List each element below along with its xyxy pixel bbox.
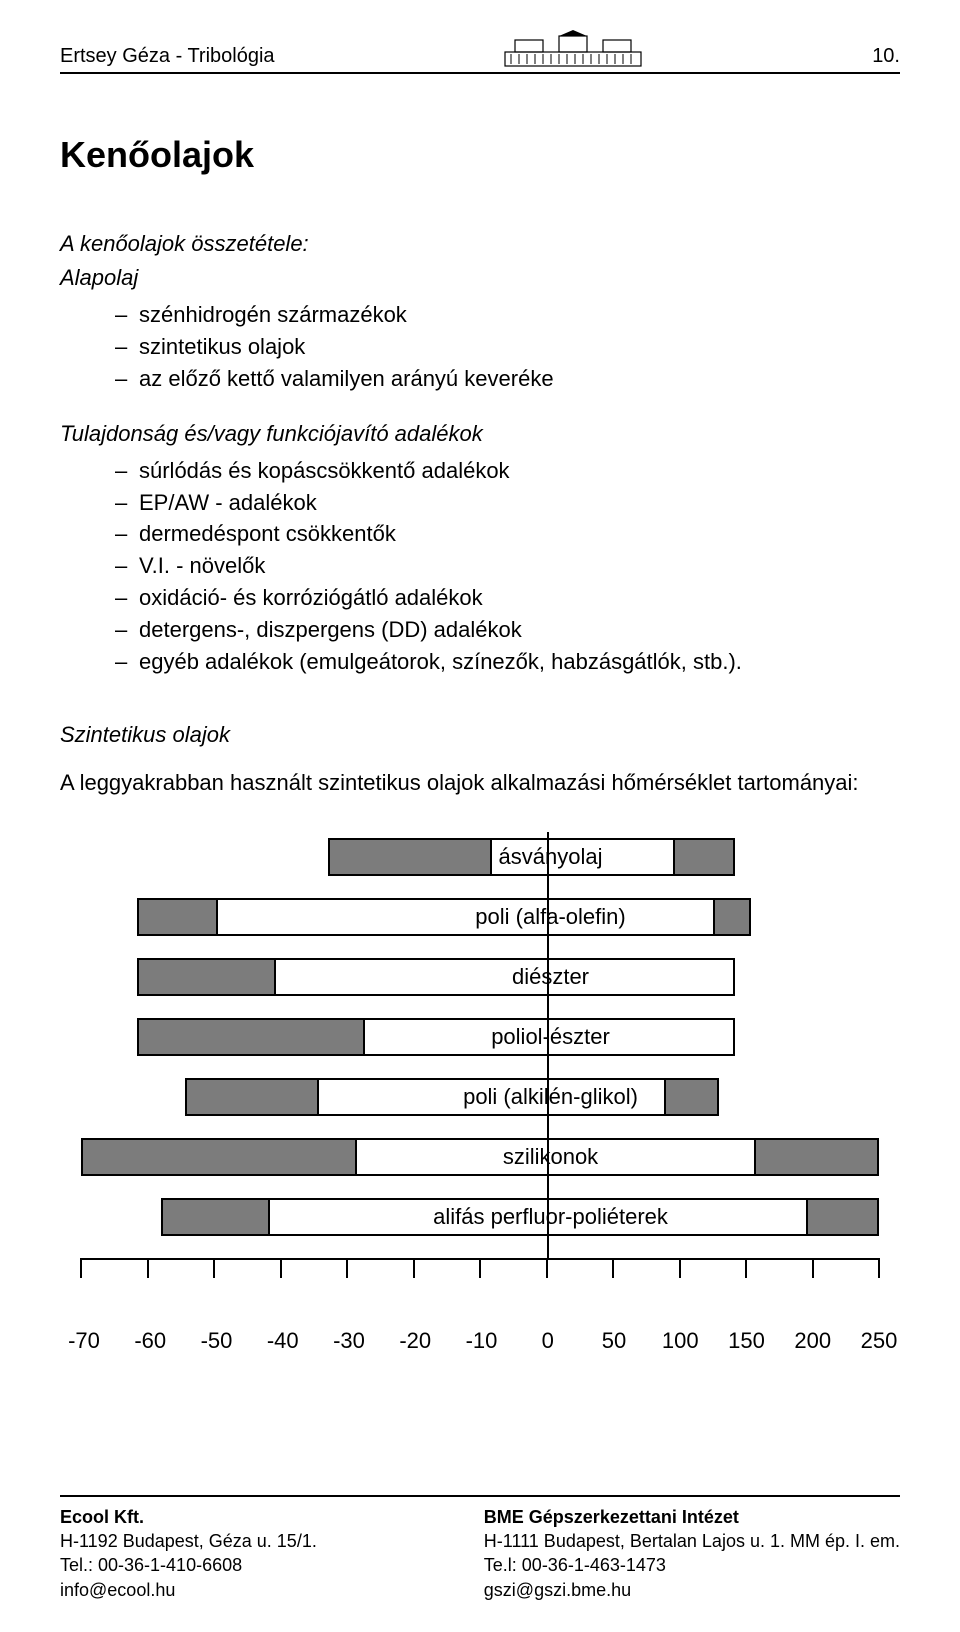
footer-right: BME Gépszerkezettani Intézet H-1111 Buda… xyxy=(484,1505,900,1602)
footer-right-addr: H-1111 Budapest, Bertalan Lajos u. 1. MM… xyxy=(484,1531,900,1551)
chart-axis-label: -50 xyxy=(192,1328,242,1354)
header-author: Ertsey Géza - Tribológia xyxy=(60,45,275,68)
footer-left-addr: H-1192 Budapest, Géza u. 15/1. xyxy=(60,1531,317,1551)
chart-axis-tick xyxy=(213,1258,215,1278)
chart-zero-line xyxy=(547,832,549,1258)
footer-right-name: BME Gépszerkezettani Intézet xyxy=(484,1507,739,1527)
chart-bar-label: szilikonok xyxy=(503,1144,598,1170)
szintetikus-heading: Szintetikus olajok xyxy=(60,722,900,748)
chart-bar-segment-gray-right xyxy=(754,1140,877,1174)
chart-axis-tick xyxy=(546,1258,548,1278)
chart-axis-tick xyxy=(745,1258,747,1278)
chart-bar-segment-gray-left xyxy=(139,960,276,994)
chart-bar-segment-gray-right xyxy=(664,1080,717,1114)
chart-bar-segment-gray-left xyxy=(139,1020,365,1054)
list-item: súrlódás és kopáscsökkentő adalékok xyxy=(115,455,900,487)
chart-axis-tick xyxy=(80,1258,82,1278)
list-item: egyéb adalékok (emulgeátorok, színezők, … xyxy=(115,646,900,678)
chart-bar-segment-white xyxy=(218,900,712,934)
chart-bar-row: poli (alfa-olefin) xyxy=(81,898,879,936)
list-item: EP/AW - adalékok xyxy=(115,487,900,519)
szintetikus-paragraph: A leggyakrabban használt szintetikus ola… xyxy=(60,768,900,798)
footer-right-tel: Te.l: 00-36-1-463-1473 xyxy=(484,1555,666,1575)
chart-bar-segment-gray-left xyxy=(83,1140,357,1174)
chart-axis-label: -20 xyxy=(390,1328,440,1354)
list-item: szintetikus olajok xyxy=(115,331,900,363)
list-item: detergens-, diszpergens (DD) adalékok xyxy=(115,614,900,646)
footer-left-mail: info@ecool.hu xyxy=(60,1580,175,1600)
footer-left: Ecool Kft. H-1192 Budapest, Géza u. 15/1… xyxy=(60,1505,317,1602)
oil-temperature-chart: ásványolaj poli (alfa-olefin) diészter poli… xyxy=(81,838,879,1354)
chart-axis-labels: -70 -60 -50 -40 -30 -20 -10 0 50 100 150 200 250 xyxy=(59,1328,904,1354)
chart-axis-label: -10 xyxy=(457,1328,507,1354)
chart-bar xyxy=(185,1078,720,1116)
chart-axis-tick xyxy=(812,1258,814,1278)
chart-axis-tick xyxy=(413,1258,415,1278)
chart-bar-segment-gray-right xyxy=(673,840,733,874)
chart-bar-label: ásványolaj xyxy=(499,844,603,870)
chart-bar-label: poli (alkilén-glikol) xyxy=(463,1084,638,1110)
chart-bar xyxy=(137,958,736,996)
chart-bar-row: ásványolaj xyxy=(81,838,879,876)
chart-axis xyxy=(81,1258,879,1298)
chart-axis-label: -70 xyxy=(59,1328,109,1354)
chart-bar-row: szilikonok xyxy=(81,1138,879,1176)
chart-axis-label: 50 xyxy=(589,1328,639,1354)
header-logo-icon xyxy=(503,30,643,68)
chart-bar-segment-gray-left xyxy=(330,840,491,874)
list-item: szénhidrogén származékok xyxy=(115,299,900,331)
list-item: az előző kettő valamilyen arányú keverék… xyxy=(115,363,900,395)
chart-axis-label: 100 xyxy=(655,1328,705,1354)
alapolaj-label: Alapolaj xyxy=(60,265,900,291)
chart-bar-row: poli (alkilén-glikol) xyxy=(81,1078,879,1116)
chart-axis-tick xyxy=(479,1258,481,1278)
chart-axis-label: 200 xyxy=(788,1328,838,1354)
alapolaj-list: szénhidrogén származékok szintetikus ola… xyxy=(115,299,900,395)
chart-bar-label: poli (alfa-olefin) xyxy=(475,904,625,930)
list-item: dermedéspont csökkentők xyxy=(115,518,900,550)
header-page-number: 10. xyxy=(872,45,900,68)
chart-axis-label: -60 xyxy=(125,1328,175,1354)
chart-bar-label: diészter xyxy=(512,964,589,990)
composition-label: A kenőolajok összetétele: xyxy=(60,231,900,257)
chart-bar-row: diészter xyxy=(81,958,879,996)
chart-axis-tick xyxy=(612,1258,614,1278)
chart-bar-segment-gray-left xyxy=(163,1200,270,1234)
chart-axis-label: -40 xyxy=(258,1328,308,1354)
chart-bar-segment-gray-left xyxy=(187,1080,320,1114)
chart-bar xyxy=(137,1018,736,1056)
chart-axis-label: 250 xyxy=(854,1328,904,1354)
chart-bar-segment-gray-right xyxy=(806,1200,877,1234)
chart-axis-tick xyxy=(679,1258,681,1278)
chart-axis-tick xyxy=(147,1258,149,1278)
chart-bar-segment-gray-left xyxy=(139,900,218,934)
chart-axis-label: 150 xyxy=(722,1328,772,1354)
chart-axis-label: -30 xyxy=(324,1328,374,1354)
chart-axis-label: 0 xyxy=(523,1328,573,1354)
footer-left-name: Ecool Kft. xyxy=(60,1507,144,1527)
chart-bar xyxy=(81,1138,879,1176)
chart-bar-row: alifás perfluor-poliéterek xyxy=(81,1198,879,1236)
list-item: V.I. - növelők xyxy=(115,550,900,582)
chart-bar xyxy=(137,898,751,936)
chart-axis-tick xyxy=(878,1258,880,1278)
chart-axis-tick xyxy=(346,1258,348,1278)
page-header: Ertsey Géza - Tribológia 10. xyxy=(60,30,900,74)
chart-bar-label: alifás perfluor-poliéterek xyxy=(433,1204,668,1230)
chart-axis-tick xyxy=(280,1258,282,1278)
adalekok-list: súrlódás és kopáscsökkentő adalékok EP/A… xyxy=(115,455,900,678)
chart-bar-label: poliol-észter xyxy=(491,1024,610,1050)
page-title: Kenőolajok xyxy=(60,134,900,176)
adalekok-label: Tulajdonság és/vagy funkciójavító adalék… xyxy=(60,421,900,447)
list-item: oxidáció- és korróziógátló adalékok xyxy=(115,582,900,614)
chart-bar-segment-gray-right xyxy=(713,900,750,934)
page-footer: Ecool Kft. H-1192 Budapest, Géza u. 15/1… xyxy=(60,1495,900,1602)
chart-bar-row: poliol-észter xyxy=(81,1018,879,1056)
footer-left-tel: Tel.: 00-36-1-410-6608 xyxy=(60,1555,242,1575)
chart-bar-segment-white xyxy=(276,960,734,994)
footer-right-mail: gszi@gszi.bme.hu xyxy=(484,1580,631,1600)
